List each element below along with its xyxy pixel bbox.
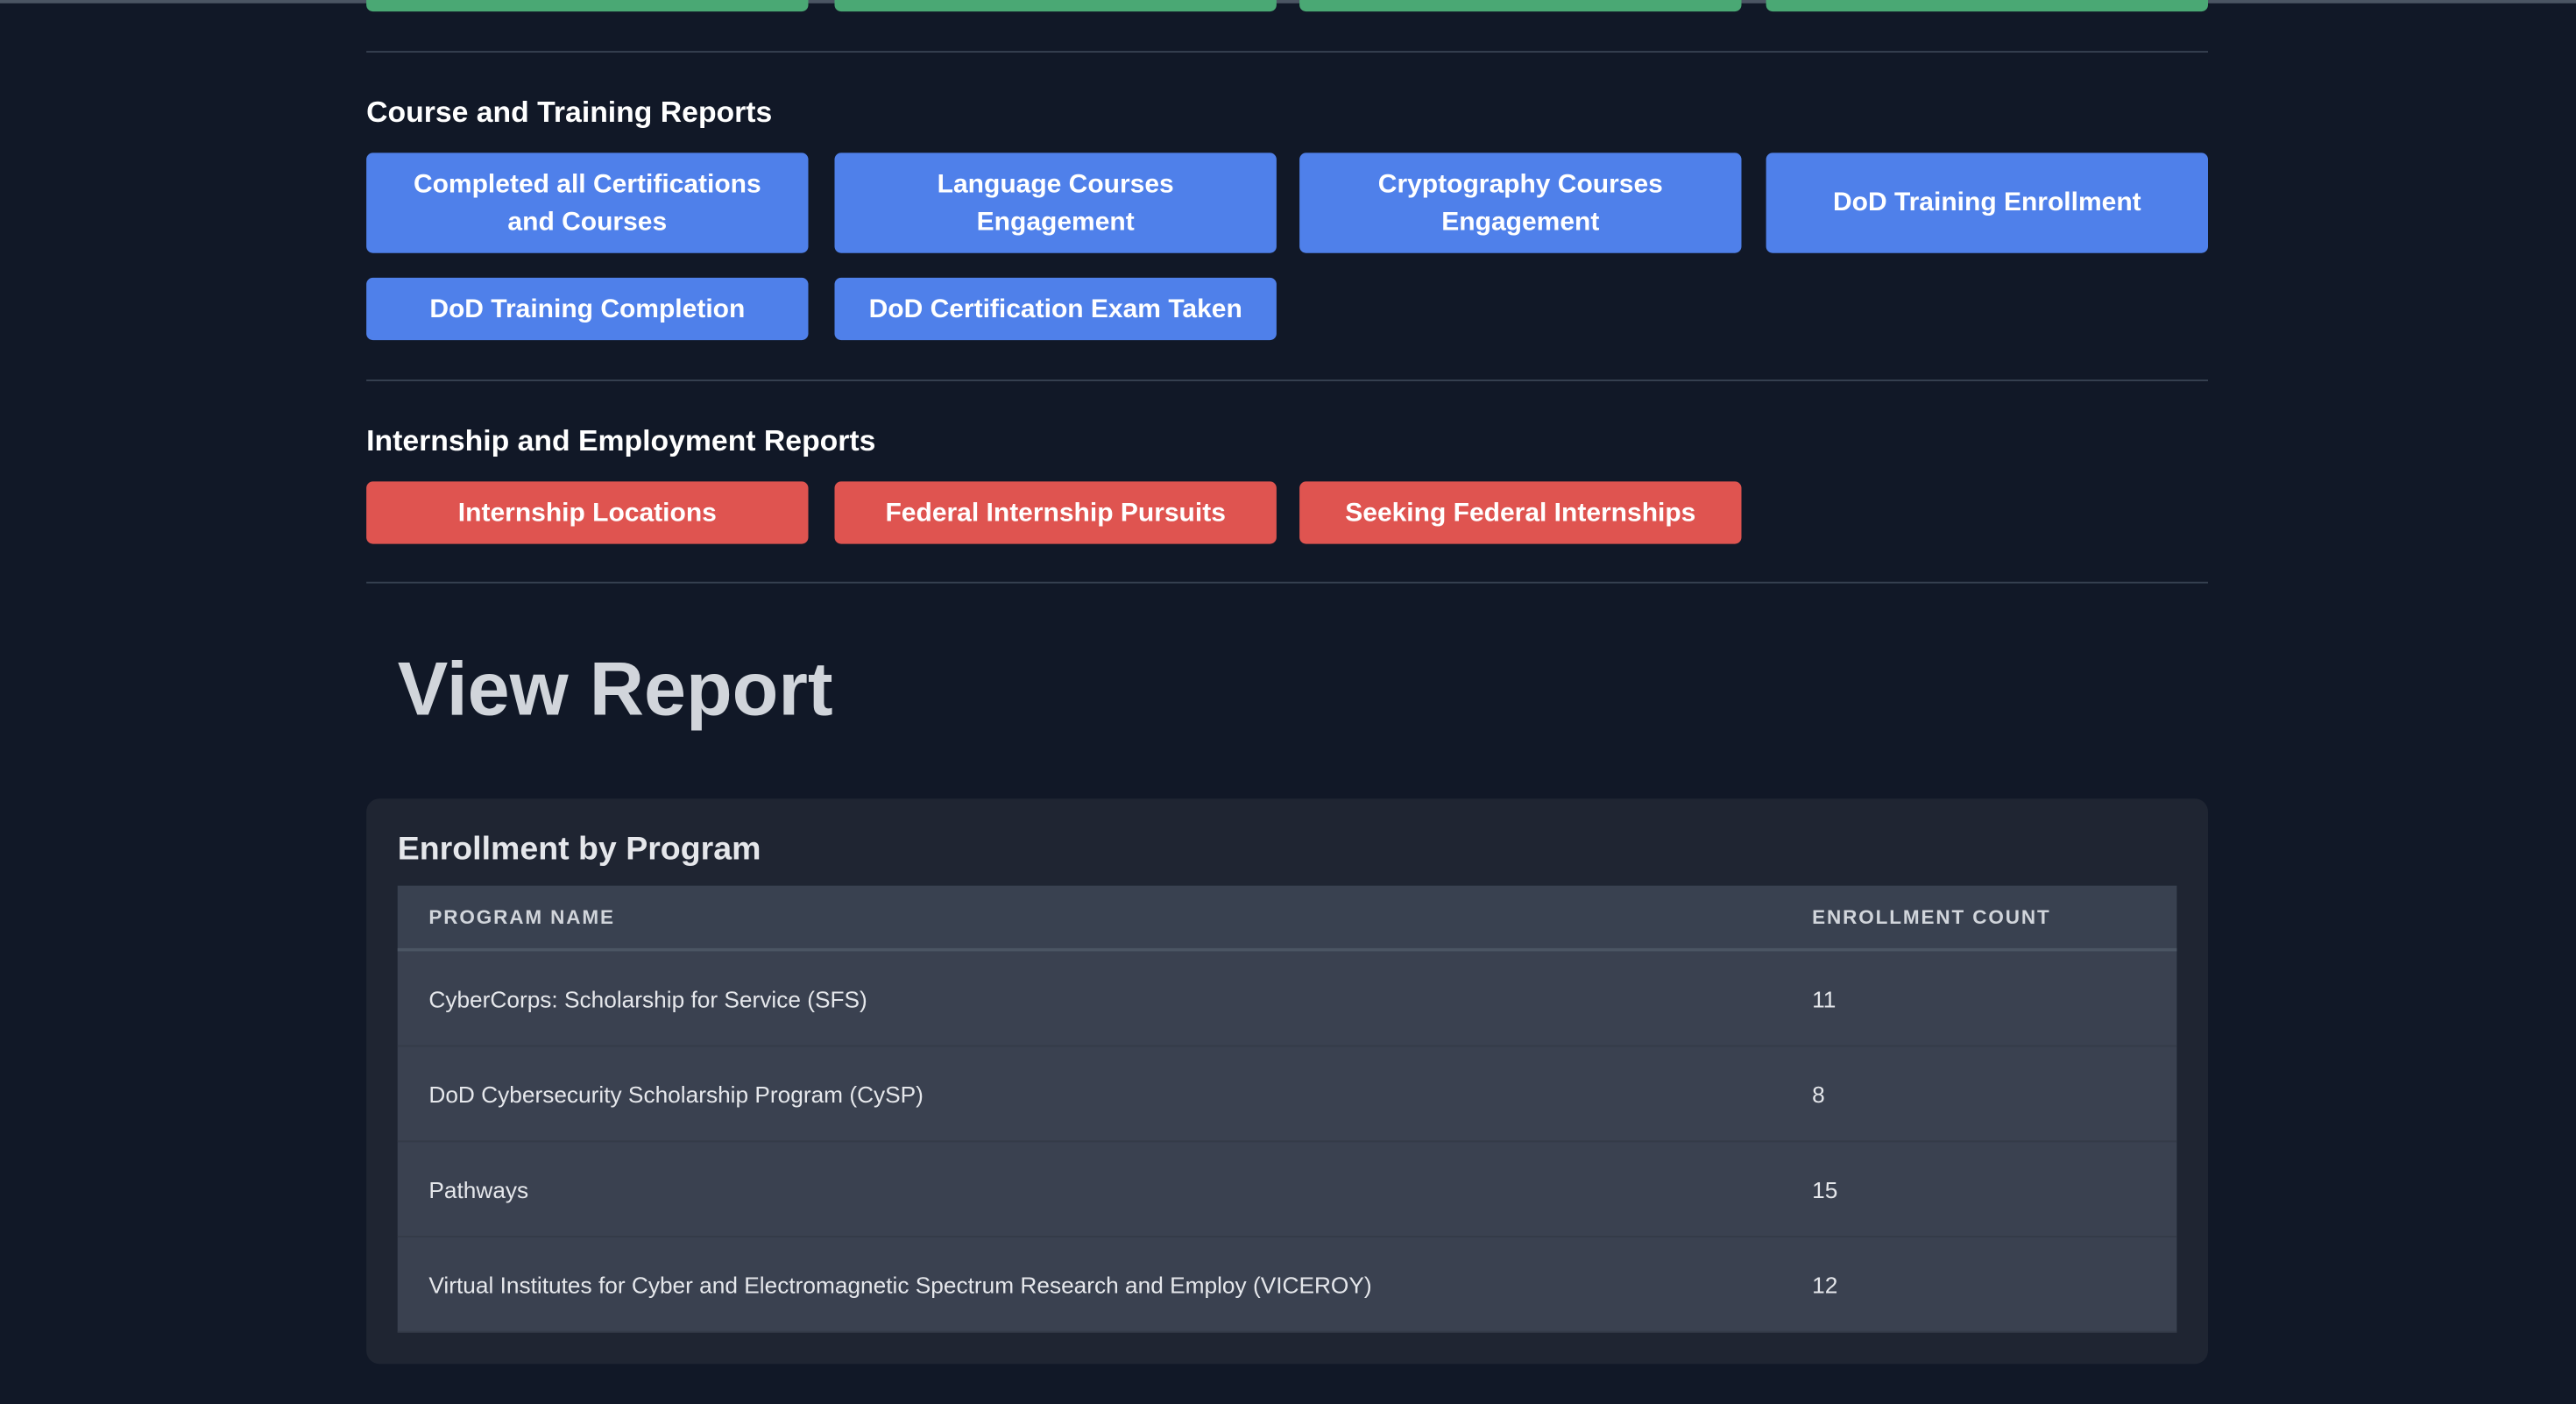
report-button[interactable]: DoD Training Completion (366, 277, 809, 341)
report-button[interactable] (1299, 0, 1742, 12)
divider (0, 0, 2576, 4)
report-button[interactable]: Federal Internship Pursuits (834, 481, 1277, 544)
report-button[interactable]: Cryptography Courses Engagement (1299, 152, 1742, 253)
divider (366, 581, 2208, 584)
divider (366, 51, 2208, 53)
table-row: CyberCorps: Scholarship for Service (SFS… (397, 951, 2177, 1047)
table-cell: 11 (1812, 986, 1836, 1012)
report-button[interactable] (834, 0, 1277, 12)
table-cell: DoD Cybersecurity Scholarship Program (C… (428, 1081, 924, 1108)
report-button[interactable]: Internship Locations (366, 481, 809, 544)
report-button[interactable]: Completed all Certifications and Courses (366, 152, 809, 253)
column-header: PROGRAM NAME (428, 905, 615, 929)
table-cell: 8 (1812, 1081, 1825, 1108)
report-button[interactable] (366, 0, 809, 12)
table-cell: Pathways (428, 1176, 529, 1203)
table-header: PROGRAM NAME ENROLLMENT COUNT (397, 885, 2177, 952)
report-heading: View Report (397, 645, 833, 732)
table-cell: CyberCorps: Scholarship for Service (SFS… (428, 986, 867, 1012)
report-button[interactable]: Language Courses Engagement (834, 152, 1277, 253)
table-cell: Virtual Institutes for Cyber and Electro… (428, 1272, 1372, 1299)
table-cell: 12 (1812, 1272, 1838, 1299)
table-row: Pathways 15 (397, 1142, 2177, 1237)
table-cell: 15 (1812, 1176, 1838, 1203)
table-row: DoD Cybersecurity Scholarship Program (C… (397, 1046, 2177, 1143)
table-row: Virtual Institutes for Cyber and Electro… (397, 1237, 2177, 1333)
table-title: Enrollment by Program (397, 831, 761, 868)
report-button[interactable]: DoD Training Enrollment (1766, 152, 2208, 253)
report-button[interactable]: Seeking Federal Internships (1299, 481, 1742, 544)
report-button[interactable]: DoD Certification Exam Taken (834, 277, 1277, 341)
section-title: Internship and Employment Reports (366, 423, 876, 457)
section-title: Course and Training Reports (366, 95, 773, 129)
divider (366, 379, 2208, 381)
report-button[interactable] (1766, 0, 2208, 12)
column-header: ENROLLMENT COUNT (1812, 905, 2051, 929)
